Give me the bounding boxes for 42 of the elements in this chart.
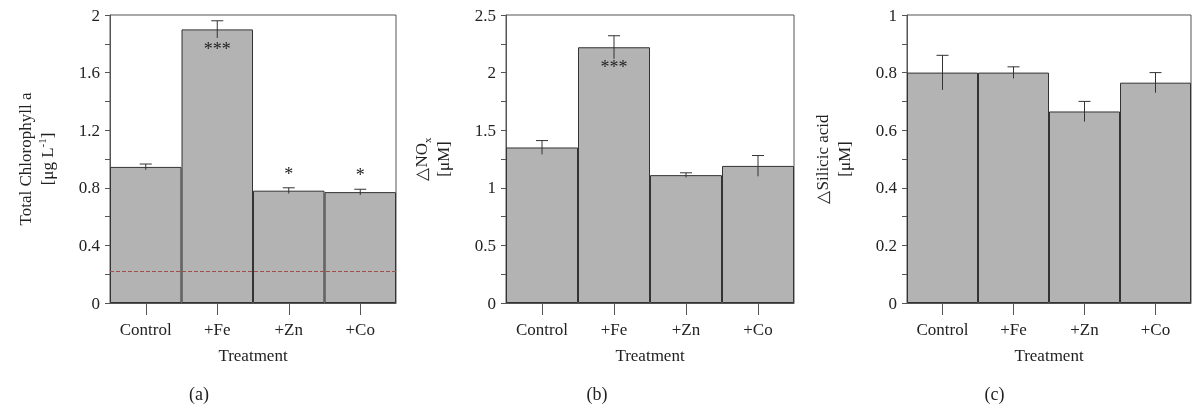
annotation: *** <box>203 39 231 60</box>
x-tick-label: +Co <box>345 320 375 339</box>
x-tick-label: +Zn <box>1070 320 1100 339</box>
y-tick-label: 0.2 <box>875 235 897 255</box>
y-tick-label: 1.5 <box>474 120 496 140</box>
x-tick-label: +Zn <box>274 320 304 339</box>
x-tick-label: Control <box>916 320 969 339</box>
y-tick-label: 0.4 <box>78 235 101 255</box>
y-tick-label: 1 <box>487 178 496 198</box>
y-tick-label: 1.2 <box>78 120 100 140</box>
y-tick-label: 0.8 <box>78 178 100 198</box>
text: (a) <box>189 384 209 405</box>
y-tick-label: 1 <box>888 5 897 25</box>
y-tick-label: 0 <box>487 293 496 313</box>
text: (c) <box>984 384 1005 405</box>
y-axis-title: △Silicic acid [μM] <box>812 114 854 204</box>
x-tick-label: +Co <box>1140 320 1171 339</box>
x-tick-label: +Fe <box>1000 320 1027 339</box>
y-tick-label: 0.5 <box>474 235 496 255</box>
y-tick-label: 0 <box>91 293 100 313</box>
y-tick-label: 0.4 <box>875 178 898 198</box>
x-axis-title: Treatment <box>615 346 685 365</box>
x-tick-label: Control <box>516 320 569 339</box>
y-tick-label: 2 <box>487 63 496 83</box>
y-tick-label: 2.5 <box>474 5 496 25</box>
annotation: * <box>355 165 365 186</box>
x-tick-label: +Fe <box>600 320 628 339</box>
y-tick-label: 0 <box>888 293 897 313</box>
x-tick-label: +Co <box>743 320 773 339</box>
x-axis-title: Treatment <box>1014 346 1084 365</box>
y-axis-title: △NOx [μM] <box>411 136 453 181</box>
x-tick-label: +Fe <box>203 320 231 339</box>
x-tick-label: +Zn <box>671 320 701 339</box>
y-tick-label: 0.6 <box>875 120 897 140</box>
y-tick-label: 1.6 <box>78 63 100 83</box>
text: (b) <box>586 384 608 405</box>
x-axis-title: Treatment <box>218 346 288 365</box>
y-tick-label: 0.8 <box>875 63 897 83</box>
y-tick-label: 2 <box>91 5 100 25</box>
annotation: * <box>284 163 294 184</box>
x-tick-label: Control <box>119 320 172 339</box>
annotation: *** <box>600 57 628 78</box>
